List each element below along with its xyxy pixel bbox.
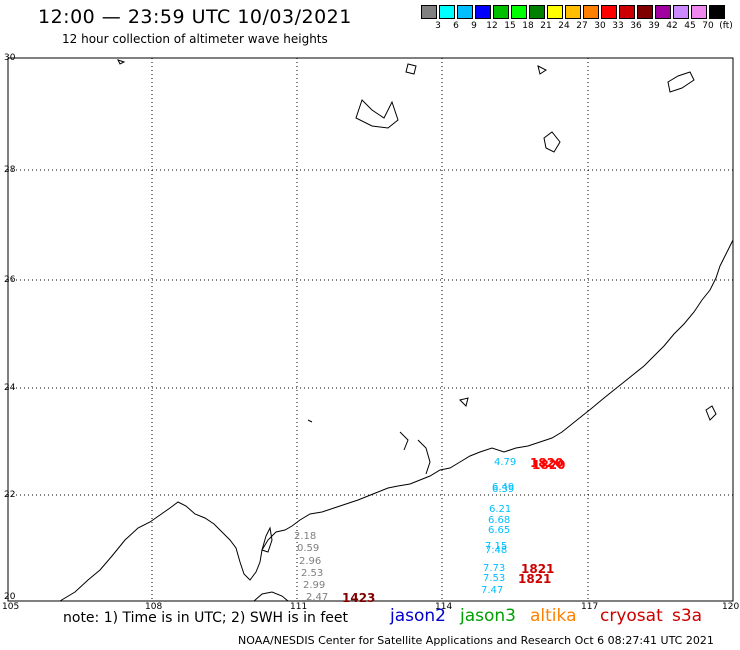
colorbar-swatch	[565, 5, 581, 19]
lon-label-117: 117	[581, 602, 599, 612]
legend-jason2: jason2	[390, 606, 446, 626]
legend-cryosat: cryosat	[600, 606, 663, 626]
colorbar-swatch	[637, 5, 653, 19]
colorbar-label: 36	[630, 21, 642, 31]
hainan-coast	[253, 591, 289, 602]
lon-label-105: 105	[2, 602, 20, 612]
swh-value: 6.49	[492, 482, 515, 493]
pass-time-label: 1820	[530, 456, 564, 470]
swh-value: 0.59	[297, 543, 320, 554]
colorbar-label: 24	[558, 21, 570, 31]
colorbar-swatch	[691, 5, 707, 19]
colorbar-label: 6	[453, 21, 459, 31]
swh-value: 7.48	[485, 545, 508, 556]
colorbar-label: 3	[435, 21, 441, 31]
pass-time-label: 1820	[532, 458, 566, 472]
legend-jason3: jason3	[460, 606, 516, 626]
swh-value: 7.73	[483, 563, 506, 574]
units-note: note: 1) Time is in UTC; 2) SWH is in fe…	[63, 610, 349, 626]
swh-value: 4.79	[494, 457, 517, 468]
lon-label-114: 114	[435, 602, 453, 612]
legend-altika: altika	[530, 606, 577, 626]
pass-time-label: 1821	[518, 572, 552, 586]
colorbar-swatch	[547, 5, 563, 19]
swh-value: 2.99	[303, 580, 326, 591]
colorbar-swatch	[511, 5, 527, 19]
map-title: 12:00 — 23:59 UTC 10/03/2021	[38, 6, 352, 28]
lon-label-111: 111	[290, 602, 308, 612]
swh-value: 7.15	[485, 541, 508, 552]
lon-label-120: 120	[722, 602, 740, 612]
swh-value: 6.65	[488, 525, 511, 536]
colorbar-label: (ft)	[719, 21, 733, 31]
colorbar-label: 12	[486, 21, 498, 31]
lat-label-24: 24	[4, 383, 16, 393]
colorbar-swatch	[493, 5, 509, 19]
colorbar-label: 45	[684, 21, 696, 31]
credits-footer: NOAA/NESDIS Center for Satellite Applica…	[238, 634, 714, 647]
colorbar-swatch	[439, 5, 455, 19]
lat-label-30: 30	[4, 53, 16, 63]
colorbar-swatch	[421, 5, 437, 19]
colorbar-swatch	[655, 5, 671, 19]
swh-value: 2.18	[294, 531, 317, 542]
colorbar-label: 15	[504, 21, 516, 31]
colorbar-label: 18	[522, 21, 534, 31]
colorbar-label: 42	[666, 21, 678, 31]
swh-value: 2.47	[306, 592, 329, 603]
lat-label-20: 20	[4, 592, 16, 602]
colorbar-swatch	[673, 5, 689, 19]
swh-value: 6.39	[492, 484, 515, 495]
pass-time-label: 1423	[342, 591, 376, 605]
colorbar-label: 39	[648, 21, 660, 31]
swh-value: 2.96	[299, 556, 322, 567]
colorbar-swatch	[529, 5, 545, 19]
coastline	[59, 239, 734, 602]
graticule	[8, 58, 733, 601]
colorbar-label: 21	[540, 21, 552, 31]
swh-value: 7.53	[483, 573, 506, 584]
swh-value: 2.53	[301, 568, 324, 579]
colorbar-swatch	[457, 5, 473, 19]
swh-value: 7.47	[481, 585, 504, 596]
lat-label-28: 28	[4, 165, 16, 175]
colorbar-label: 70	[702, 21, 714, 31]
colorbar-label: 9	[471, 21, 477, 31]
lat-label-26: 26	[4, 275, 16, 285]
legend-s3a: s3a	[672, 606, 703, 626]
colorbar-swatch	[619, 5, 635, 19]
map-subtitle: 12 hour collection of altimeter wave hei…	[62, 32, 328, 46]
pass-time-label: 1821	[521, 562, 555, 576]
colorbar-label: 33	[612, 21, 624, 31]
lon-label-108: 108	[145, 602, 163, 612]
swh-value: 6.68	[488, 515, 511, 526]
colorbar-label: 27	[576, 21, 588, 31]
colorbar-label: 30	[594, 21, 606, 31]
colorbar-swatch	[601, 5, 617, 19]
map-border	[7, 57, 734, 602]
swh-value: 6.21	[489, 504, 512, 515]
colorbar-swatch	[709, 5, 725, 19]
lat-label-22: 22	[4, 490, 16, 500]
colorbar-swatch	[583, 5, 599, 19]
colorbar-swatch	[475, 5, 491, 19]
